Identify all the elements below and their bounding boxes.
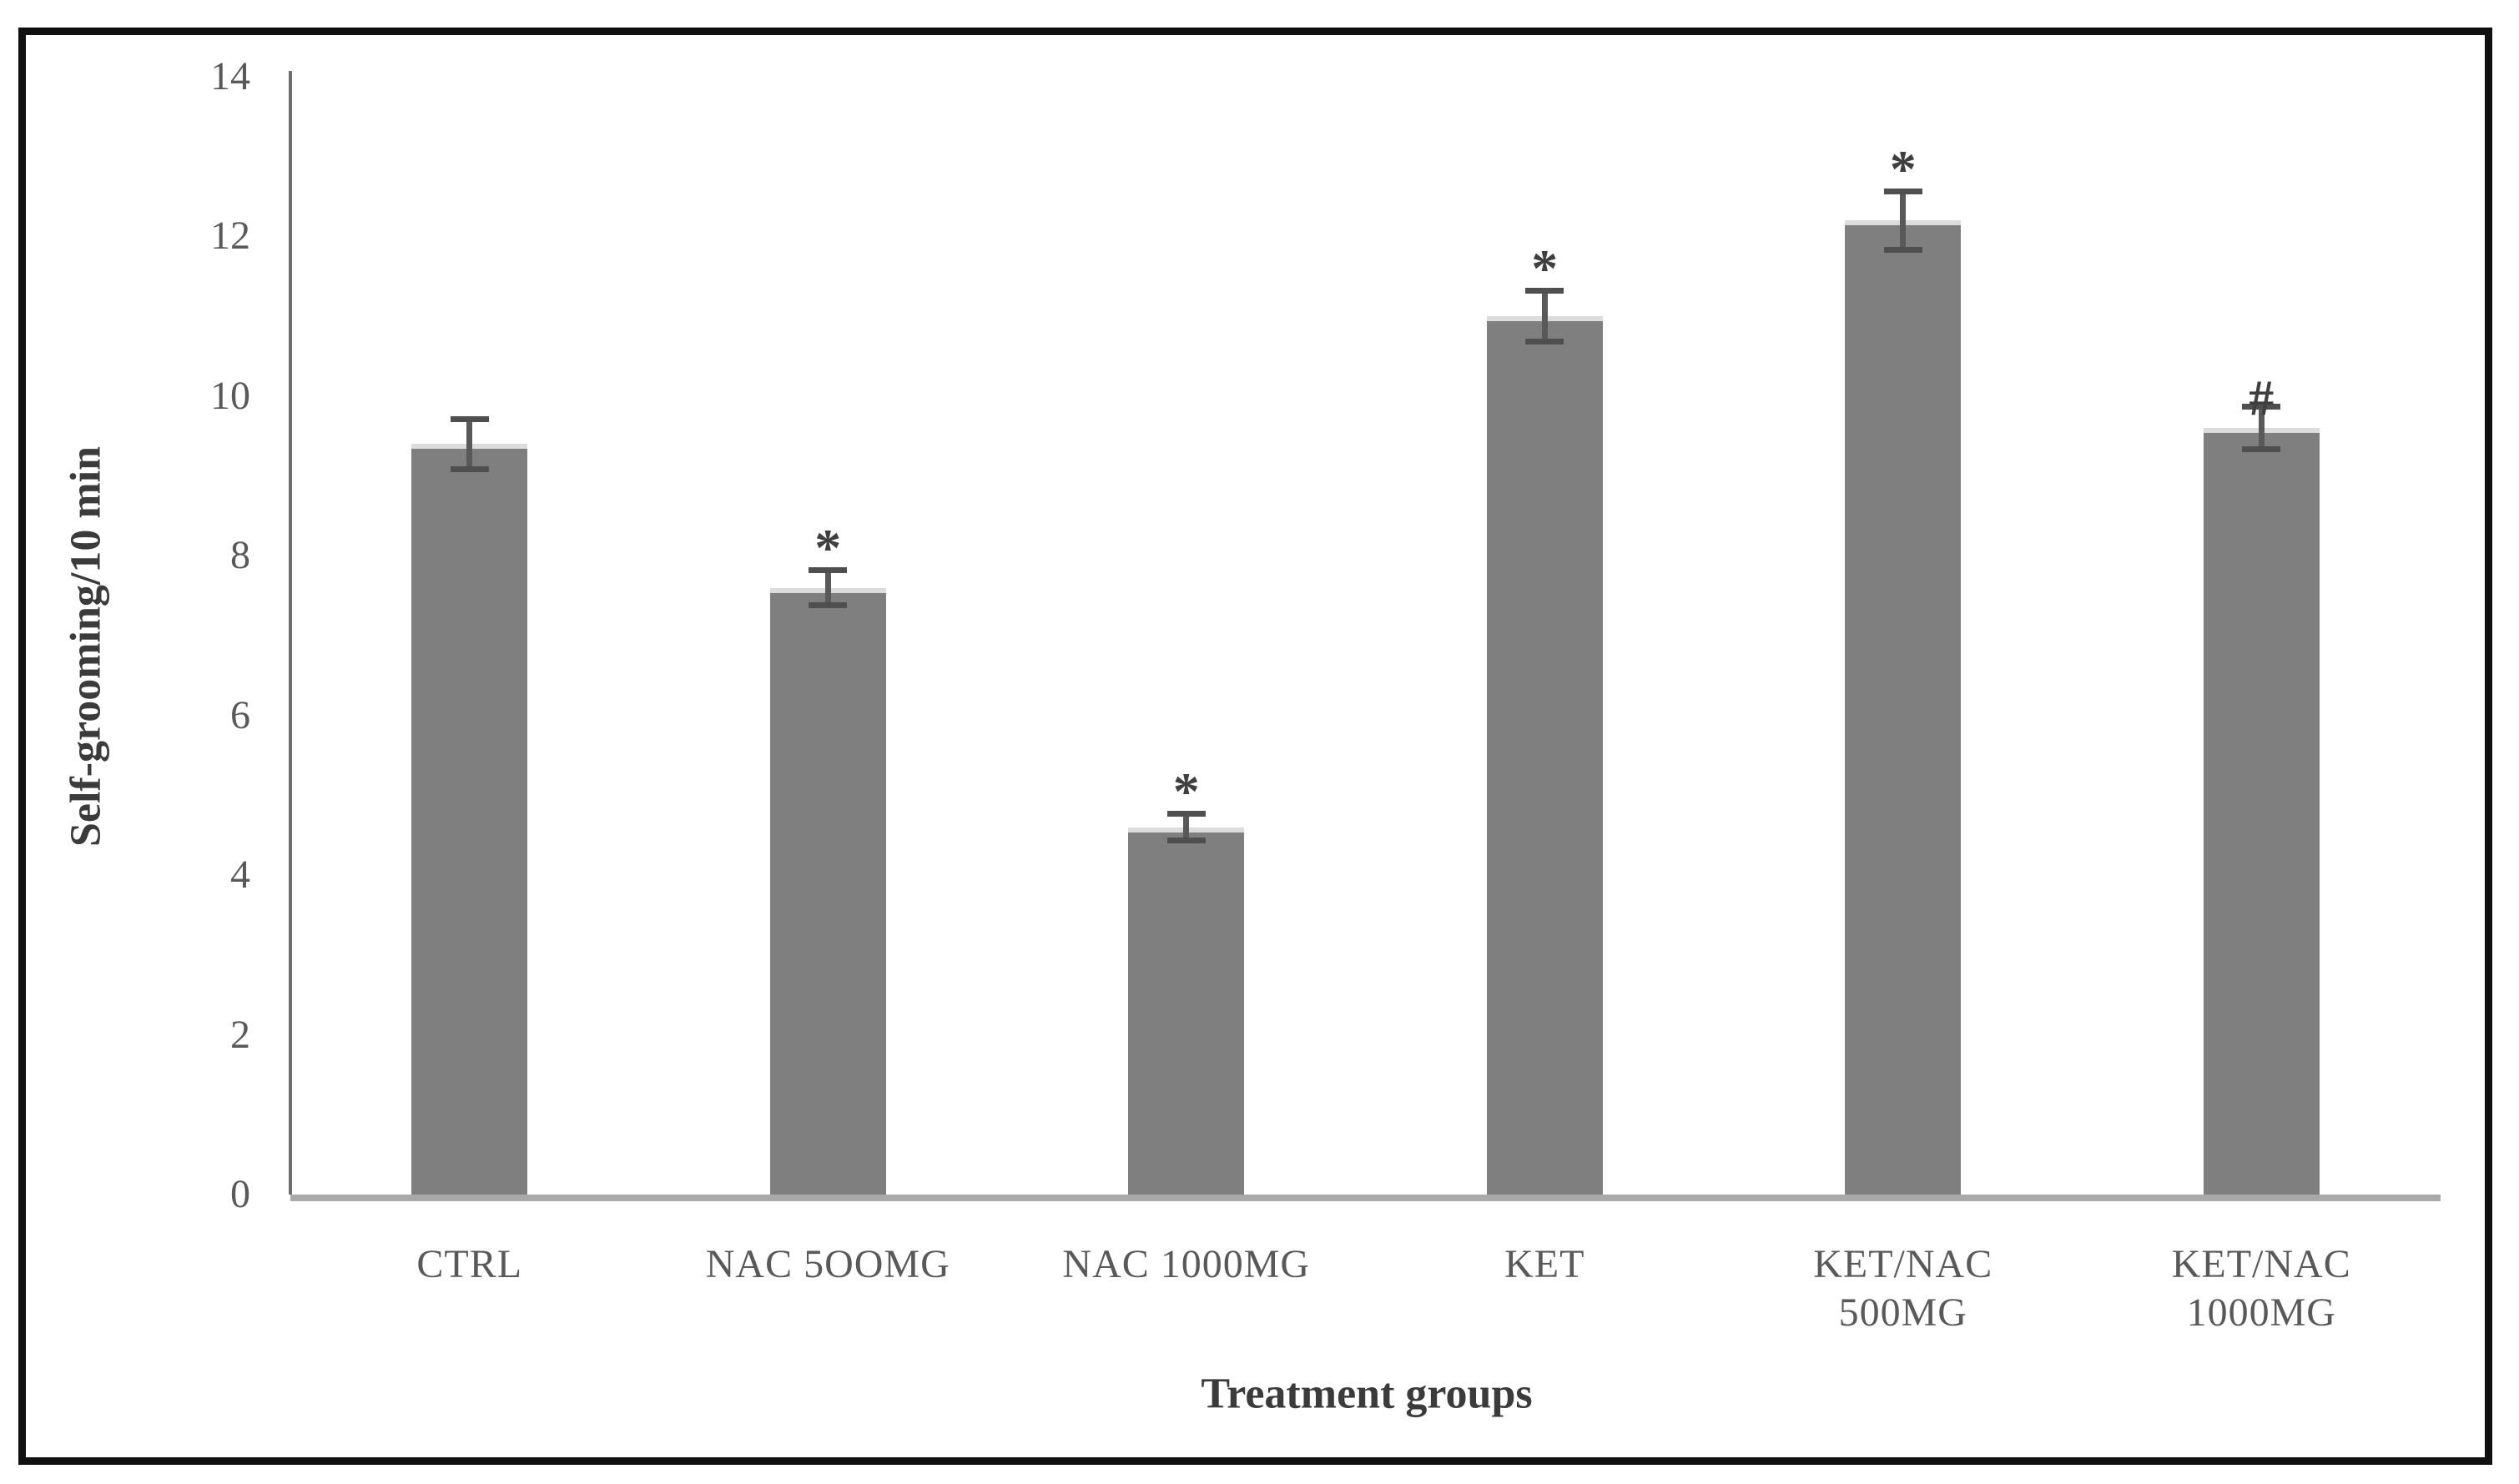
category-label-5: KET/NAC 500MG [1724,1240,2083,1337]
error-bar-cap-top [2242,404,2281,410]
y-tick-label: 14 [210,54,250,98]
y-tick-label: 8 [230,533,250,578]
error-bar-cap-bottom [1166,838,1206,844]
error-bar-cap-top [450,415,489,422]
error-bar-line [1183,815,1190,840]
bar-ket-nac-500mg [1845,220,1962,1195]
y-tick-label: 6 [230,692,250,737]
category-label-line: 1000MG [2186,1290,2336,1335]
error-bar-line [1900,192,1907,249]
error-bar-line [824,571,831,604]
bar-nac-5oomg [769,587,886,1195]
category-label-line: KET/NAC [2171,1242,2351,1286]
category-label-line: NAC 5OOMG [705,1242,950,1286]
error-bar-cap-top [1166,811,1206,817]
y-tick-label: 2 [230,1012,250,1057]
error-bar-cap-top [1525,288,1564,294]
category-label-3: NAC 1000MG [1007,1240,1366,1289]
error-bar-line [2258,408,2265,449]
error-bar-line [1541,292,1548,340]
y-tick-label: 0 [230,1172,250,1216]
bar-ket-nac-1000mg [2203,428,2320,1195]
error-bar-cap-bottom [450,466,489,472]
bar-nac-1000mg [1128,827,1245,1195]
category-label-1: CTRL [290,1240,649,1289]
error-bar-cap-bottom [2242,446,2281,453]
significance-asterisk: * [1889,138,1917,199]
y-axis-title: Self-grooming/10 min [62,445,110,848]
category-label-line: NAC 1000MG [1062,1242,1311,1286]
error-bar-cap-bottom [809,601,848,608]
category-label-line: CTRL [416,1242,523,1286]
y-tick-label: 12 [210,214,250,259]
error-bar-cap-top [1883,188,1922,194]
error-bar-cap-top [809,567,848,574]
bar-ctrl [411,444,528,1195]
y-tick-label: 4 [230,853,250,898]
category-label-4: KET [1366,1240,1725,1289]
error-bar-cap-bottom [1883,246,1922,253]
error-bar-line [466,420,473,468]
x-axis-line [290,1195,2441,1201]
bar-ket [1486,316,1603,1195]
significance-asterisk: * [1172,762,1200,822]
significance-hash: # [2249,370,2275,426]
category-label-6: KET/NAC 1000MG [2083,1240,2441,1337]
error-bar-cap-bottom [1525,338,1564,345]
category-label-line: 500MG [1838,1290,1967,1335]
y-tick-label: 10 [210,373,250,418]
significance-asterisk: * [1531,239,1559,299]
significance-asterisk: * [814,518,842,578]
x-axis-title: Treatment groups [1201,1370,1533,1418]
y-axis-line [289,71,292,1195]
category-label-line: KET [1504,1242,1585,1286]
category-label-2: NAC 5OOMG [649,1240,1008,1289]
category-label-line: KET/NAC [1813,1242,1993,1286]
